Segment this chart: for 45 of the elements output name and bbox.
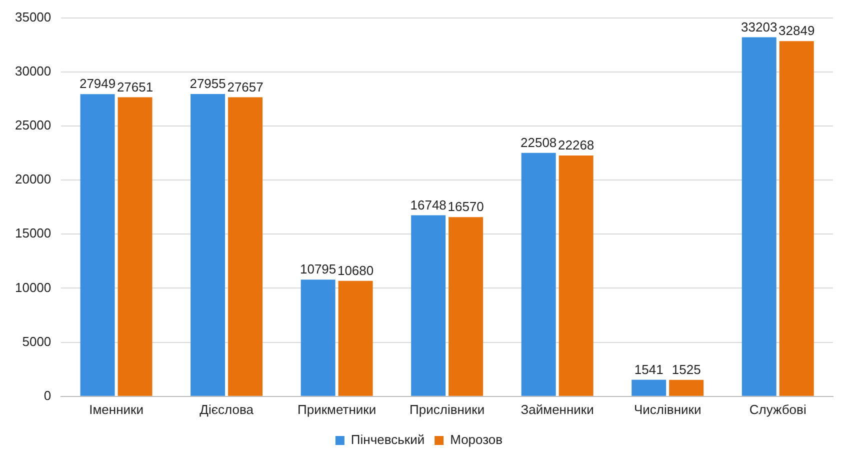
data-label: 16570 [448, 199, 484, 214]
bar [521, 152, 556, 396]
data-label: 27949 [79, 76, 116, 92]
x-tick-label: Іменники [89, 402, 144, 417]
bar [558, 156, 594, 396]
y-tick-label: 35000 [14, 9, 52, 24]
bar [448, 217, 484, 396]
data-label: 1525 [672, 362, 701, 377]
legend-label: Пінчевський [350, 432, 425, 448]
x-tick-label: Числівники [634, 402, 702, 417]
data-label: 16748 [410, 197, 446, 212]
x-tick-label: Прикметники [298, 402, 376, 417]
bar [338, 280, 373, 396]
bar [669, 380, 704, 396]
bar [228, 97, 263, 396]
data-label: 22508 [520, 135, 557, 150]
data-label: 1541 [634, 362, 664, 377]
legend-label: Морозов [450, 432, 503, 448]
y-tick-label: 0 [44, 388, 52, 403]
bar [300, 280, 336, 396]
bar [190, 94, 226, 396]
data-label: 27651 [116, 79, 154, 94]
bar [632, 380, 666, 396]
bar [118, 97, 152, 396]
y-tick-label: 30000 [14, 63, 52, 78]
x-tick-label: Службові [749, 402, 806, 417]
y-tick-label: 10000 [14, 280, 52, 295]
data-label: 10680 [337, 262, 374, 278]
bar [411, 215, 446, 396]
bar [742, 37, 776, 396]
data-label: 10795 [300, 262, 336, 277]
y-tick-label: 15000 [14, 226, 52, 241]
data-label: 33203 [741, 19, 778, 34]
bar [779, 41, 814, 396]
bar [80, 94, 115, 396]
data-label: 32849 [778, 23, 815, 38]
y-tick-label: 20000 [14, 172, 52, 187]
y-tick-label: 25000 [14, 118, 52, 133]
x-tick-label: Дієслова [200, 402, 254, 417]
x-tick-label: Займенники [520, 402, 594, 417]
data-label: 22268 [558, 138, 594, 153]
data-label: 27955 [190, 76, 226, 92]
y-tick-label: 5000 [22, 334, 52, 349]
x-tick-label: Прислівники [410, 402, 485, 417]
data-label: 27657 [227, 79, 264, 94]
